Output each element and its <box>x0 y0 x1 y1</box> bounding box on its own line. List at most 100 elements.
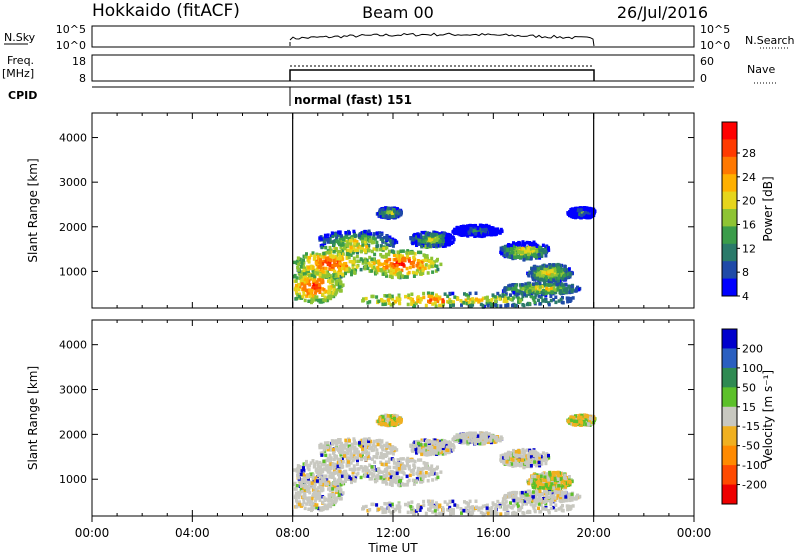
data-cell <box>503 245 507 250</box>
freq-tick-top: 18 <box>72 55 86 68</box>
data-cell <box>461 229 465 234</box>
data-cell <box>447 300 451 305</box>
data-cell <box>376 442 380 447</box>
data-cell <box>479 437 483 442</box>
data-cell <box>427 259 431 264</box>
data-cell <box>545 264 548 268</box>
data-cell <box>385 237 389 241</box>
data-cell <box>559 289 563 293</box>
data-cell <box>297 272 301 276</box>
data-cell <box>326 445 329 450</box>
colorbar-swatch <box>722 209 737 227</box>
data-cell <box>378 247 382 252</box>
data-cell <box>419 238 423 243</box>
colorbar-tick-label: 28 <box>742 147 756 160</box>
data-cell <box>493 232 497 237</box>
data-cell <box>548 275 552 279</box>
data-cell <box>506 451 510 456</box>
data-cell <box>372 473 376 477</box>
data-cell <box>322 240 326 244</box>
data-cell <box>397 261 401 265</box>
data-cell <box>411 270 415 275</box>
data-cell <box>310 288 314 293</box>
data-cell <box>434 269 438 273</box>
data-cell <box>388 443 392 447</box>
freq-panel: Freq. [MHz] 18 8 60 0 Nave <box>2 54 778 85</box>
data-cell <box>420 468 424 473</box>
data-cell <box>446 240 450 245</box>
data-cell <box>532 246 536 250</box>
colorbar-tick-label: 4 <box>742 290 749 303</box>
data-cell <box>549 286 553 291</box>
data-cell <box>451 448 455 452</box>
data-cell <box>297 470 301 474</box>
data-cell <box>378 234 382 239</box>
data-cell <box>557 276 561 280</box>
data-cell <box>541 285 544 289</box>
data-cell <box>410 292 414 296</box>
data-cell <box>330 294 334 298</box>
data-cell <box>542 458 546 462</box>
data-cell <box>355 254 359 259</box>
data-cell <box>395 256 399 260</box>
data-cell <box>386 243 389 247</box>
freq-tick-bottom: 8 <box>79 72 86 85</box>
data-cell <box>321 451 325 455</box>
data-cell <box>352 239 356 243</box>
data-cell <box>430 448 434 453</box>
data-cell <box>422 291 426 296</box>
cpid-value: normal (fast) 151 <box>294 93 412 107</box>
colorbar-swatch <box>722 191 737 210</box>
data-cell <box>525 448 529 452</box>
data-cell <box>511 303 514 308</box>
data-cell <box>407 257 411 261</box>
data-cell <box>509 243 513 247</box>
data-cell <box>372 455 376 459</box>
data-cell <box>544 299 548 303</box>
data-cell <box>396 250 400 254</box>
data-cell <box>471 303 475 307</box>
data-cell <box>432 449 436 453</box>
data-cell <box>433 446 437 450</box>
data-cell <box>517 245 521 249</box>
data-cell <box>345 464 349 468</box>
data-cell <box>400 268 404 273</box>
data-cell <box>419 297 423 302</box>
data-cell <box>570 208 574 212</box>
data-cell <box>302 500 306 504</box>
data-cell <box>375 231 379 235</box>
data-cell <box>329 504 333 509</box>
data-cell <box>494 299 497 303</box>
data-cell <box>407 464 411 469</box>
data-cell <box>311 293 315 298</box>
data-cell <box>339 281 343 286</box>
data-cell <box>372 443 376 448</box>
data-cell <box>336 478 340 482</box>
data-cell <box>550 284 554 289</box>
data-cell <box>544 454 548 458</box>
data-cell <box>511 464 515 468</box>
data-cell <box>334 497 337 502</box>
data-cell <box>347 267 351 272</box>
data-cell <box>341 272 345 277</box>
data-cell <box>333 500 337 505</box>
data-cell <box>469 305 473 309</box>
data-cell <box>374 475 378 479</box>
data-cell <box>357 467 361 471</box>
data-cell <box>342 237 345 241</box>
data-cell <box>535 285 539 289</box>
data-cell <box>320 268 324 273</box>
data-cell <box>296 265 300 270</box>
data-cell <box>317 283 321 287</box>
data-cell <box>389 469 393 474</box>
data-cell <box>388 257 392 262</box>
data-cell <box>395 214 399 219</box>
data-cell <box>415 243 418 247</box>
data-cell <box>385 265 389 269</box>
data-cell <box>370 457 374 461</box>
data-cell <box>345 472 349 477</box>
data-cell <box>366 454 370 459</box>
data-cell <box>405 266 409 271</box>
data-cell <box>420 260 424 265</box>
data-cell <box>418 300 422 304</box>
